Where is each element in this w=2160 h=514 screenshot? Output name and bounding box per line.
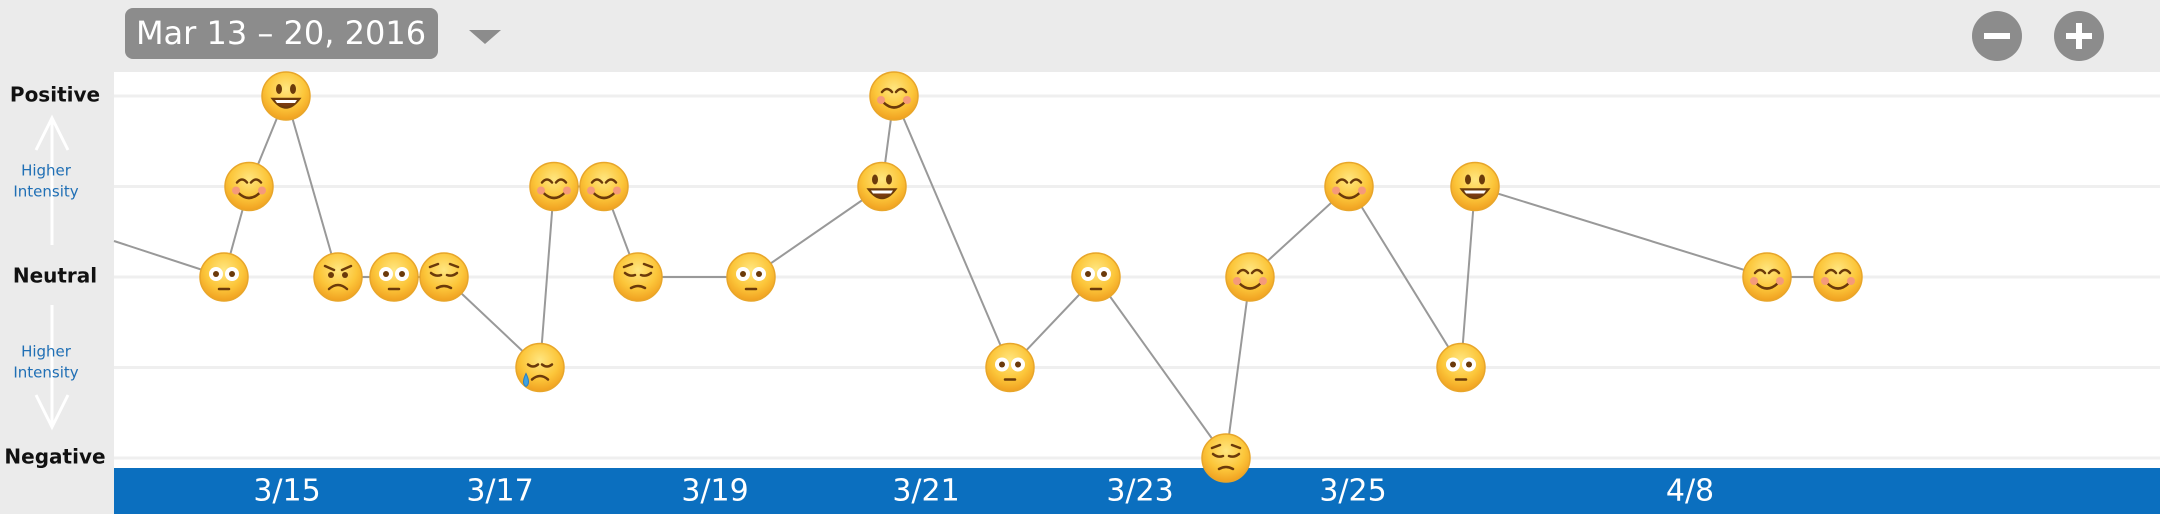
intensity-label: Higher Intensity [13,342,78,381]
mood-emoji [313,252,363,302]
mood-emoji [1324,161,1374,212]
date-label: 3/17 [466,474,533,509]
mood-emoji [613,252,663,302]
intensity-label: Higher Intensity [13,161,78,200]
date-axis-band [114,468,2160,514]
level-label: Negative [4,445,105,469]
date-label: 3/19 [681,474,748,509]
date-label: 3/15 [253,474,320,509]
zoom-in-button[interactable] [2054,11,2104,61]
zoom-out-button[interactable] [1972,11,2022,61]
mood-emoji [579,161,629,212]
level-label: Positive [10,83,100,107]
date-range: Mar 13 – 20, 2016 [136,14,426,52]
mood-emoji [1450,161,1500,212]
mood-emoji [529,161,579,212]
dropdown-arrow[interactable] [469,30,501,44]
level-label: Neutral [13,264,97,288]
mood-emoji [369,252,419,302]
mood-emoji [857,161,907,212]
date-button[interactable] [125,8,438,59]
mood-emoji [419,252,469,302]
mood-emoji [1813,252,1863,302]
mood-emoji [1436,342,1486,393]
mood-emoji [1742,252,1792,302]
mood-emoji [985,342,1035,393]
date-label: 3/25 [1319,474,1386,509]
intensity-arrows [34,114,70,431]
mood-emoji [869,71,919,121]
mood-emoji [199,252,249,302]
mood-emoji [1225,252,1275,302]
mood-emoji [515,342,565,393]
date-label: 4/8 [1666,474,1714,509]
mood-line [223,92,1838,461]
mood-emoji [261,71,311,121]
mood-emoji [1071,252,1121,302]
mood-emoji [1201,433,1251,483]
date-label: 3/21 [892,474,959,509]
date-label: 3/23 [1106,474,1173,509]
mood-emoji [224,161,274,212]
mood-emoji [726,252,776,302]
